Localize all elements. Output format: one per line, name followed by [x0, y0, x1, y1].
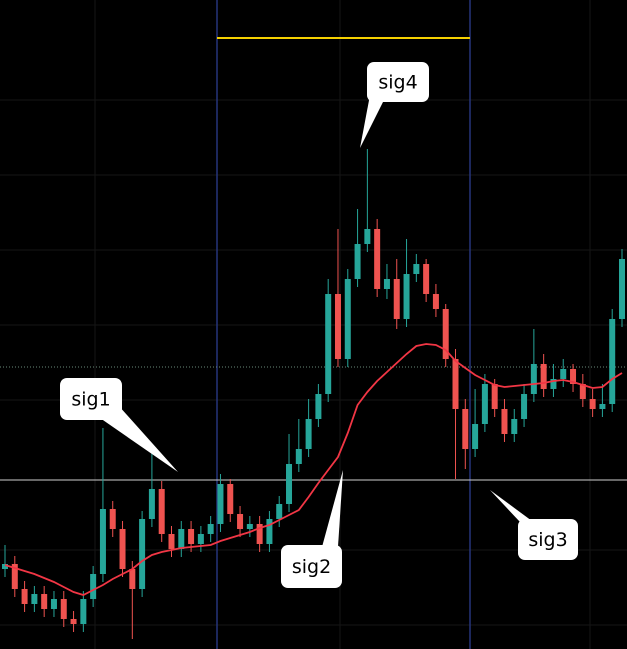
candle-body [90, 574, 97, 599]
candle-body [364, 229, 371, 244]
candle-body [472, 424, 479, 449]
candle-body [256, 524, 263, 544]
candle-body [325, 294, 332, 394]
annotation-pointer [322, 470, 343, 547]
candle-body [579, 384, 586, 399]
candle-body [374, 229, 381, 289]
candle-body [540, 364, 547, 389]
candle-body [2, 564, 8, 569]
candle-body [168, 534, 175, 549]
candle-body [139, 519, 146, 589]
candle-body [158, 489, 165, 534]
annotation-pointer [490, 490, 532, 522]
annotation-box [281, 545, 342, 588]
candle-body [41, 594, 48, 609]
candle-body [197, 534, 204, 544]
candle-body [452, 359, 459, 409]
candle-body [334, 294, 341, 359]
candle-body [119, 529, 126, 569]
candle-body [315, 394, 322, 419]
candle-body [570, 369, 577, 384]
plot: sig1 sig2 sig3 sig4 [0, 62, 627, 639]
annotation: sig1 [60, 378, 178, 472]
candle-body [266, 519, 273, 544]
annotation: sig2 [281, 470, 343, 588]
candle-body [609, 319, 616, 404]
candle-body [188, 529, 195, 544]
candle-body [423, 264, 430, 294]
candle-body [344, 279, 351, 359]
candle-body [511, 419, 518, 434]
candle-body [383, 279, 390, 289]
annotation-box [60, 378, 122, 420]
candle-body [70, 619, 77, 624]
candle-body [550, 379, 557, 389]
candle-body [286, 464, 293, 504]
candle-body [60, 599, 67, 619]
candle-body [481, 384, 488, 424]
annotation-box [518, 519, 578, 560]
candle-body [276, 504, 283, 519]
candle-body [295, 449, 302, 464]
annotation-label: sig2 [292, 556, 331, 578]
candle-body [589, 399, 596, 409]
candle-body [305, 419, 312, 449]
candle-body [501, 409, 508, 434]
annotation-label: sig3 [528, 529, 567, 551]
candle-body [413, 264, 420, 274]
candle-body [207, 524, 214, 534]
candle-body [432, 294, 439, 309]
candle-body [178, 529, 185, 549]
candle-body [80, 599, 87, 624]
candle-body [237, 514, 244, 529]
candle-body [403, 274, 410, 319]
candle-body [11, 564, 18, 589]
candle-body [462, 409, 469, 449]
annotation-box [367, 62, 429, 102]
annotation-label: sig1 [71, 389, 110, 411]
candle-body [21, 589, 28, 604]
candle-body [393, 279, 400, 319]
candle-body [246, 524, 253, 529]
candle-body [31, 594, 38, 604]
candle-body [599, 404, 606, 409]
annotation-pointer [360, 95, 384, 148]
candle-body [109, 509, 116, 529]
annotation-pointer [100, 405, 178, 472]
annotation: sig3 [490, 490, 578, 560]
candle-body [50, 599, 57, 609]
annotation: sig4 [360, 62, 429, 148]
candle-body [217, 484, 224, 524]
candle-body [491, 384, 498, 409]
candle-body [521, 394, 528, 419]
candle-body [148, 489, 155, 519]
annotation-label: sig4 [378, 72, 417, 94]
candle-body [354, 244, 361, 279]
candle-body [560, 369, 567, 379]
candle-body [442, 309, 449, 359]
moving-average [4, 343, 623, 596]
candle-body [619, 259, 625, 319]
candle-body [129, 569, 136, 589]
candle-body [99, 509, 106, 574]
candle-body [530, 364, 537, 394]
candle-body [227, 484, 234, 514]
